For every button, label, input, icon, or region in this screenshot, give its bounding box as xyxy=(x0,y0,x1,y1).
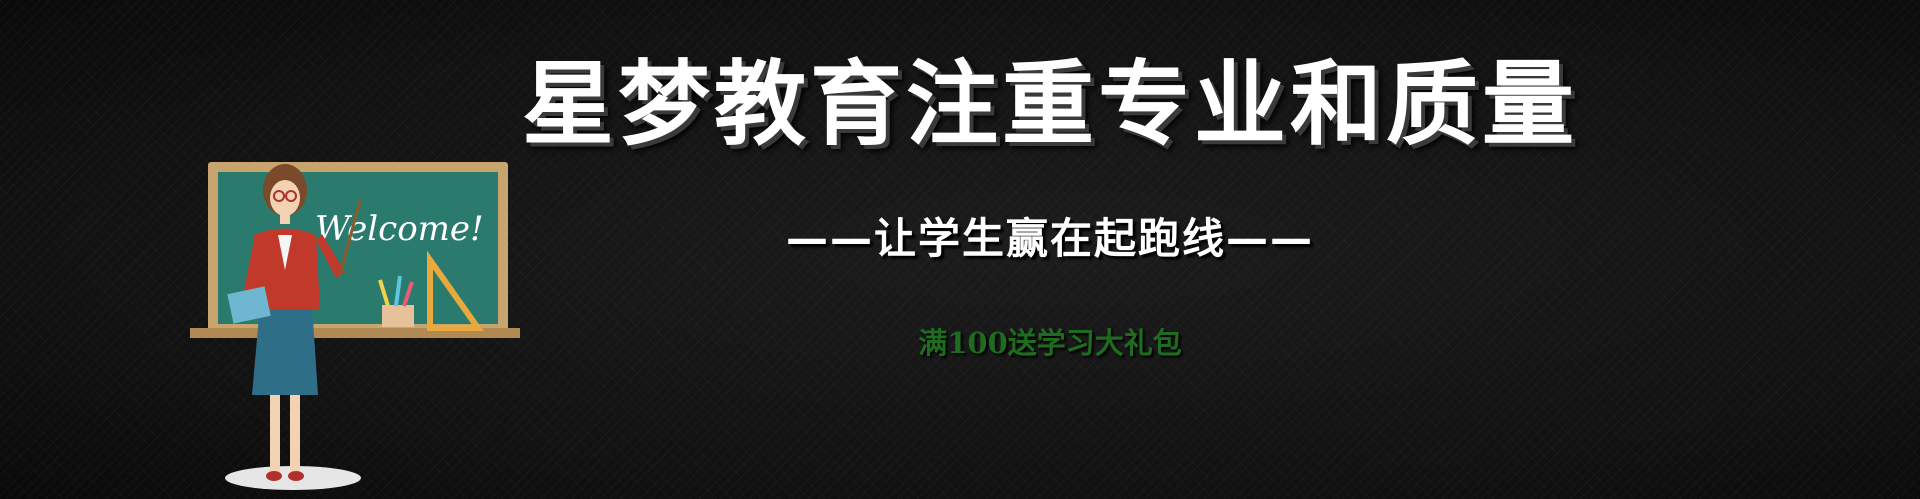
banner-subheadline: ——让学生赢在起跑线—— xyxy=(785,214,1314,263)
promo-offer-text: 满100送学习大礼包 xyxy=(918,326,1182,360)
banner-headline: 星梦教育注重专业和质量 xyxy=(521,51,1578,158)
teacher-chalkboard-illustration: Welcome! xyxy=(190,162,520,490)
chalkboard-welcome-text: Welcome! xyxy=(315,209,484,249)
teacher-figure xyxy=(227,164,362,481)
